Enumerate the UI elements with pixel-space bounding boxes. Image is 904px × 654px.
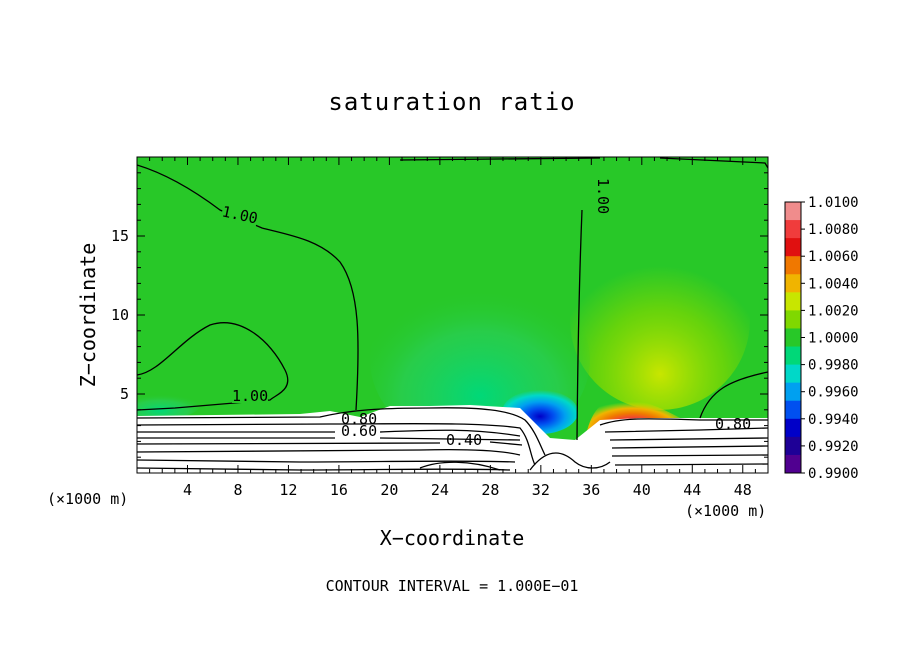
colorbar-label-6: 0.9980 — [808, 358, 859, 374]
x-tick-label-0: 4 — [183, 481, 192, 499]
x-tick-label-1: 8 — [233, 481, 242, 499]
x-tick-label-3: 16 — [330, 481, 348, 499]
contour-1-00-b — [137, 322, 289, 411]
colorbar-label-8: 0.9940 — [808, 412, 859, 428]
x-tick-label-6: 28 — [481, 481, 499, 499]
colorbar-swatch-12 — [785, 418, 801, 438]
contour-right — [699, 371, 768, 419]
x-unit-label-right: (×1000 m) — [685, 502, 767, 520]
colorbar-label-2: 1.0060 — [808, 249, 859, 265]
contour-label-5: 0.40 — [446, 431, 482, 449]
contour-0-20 — [137, 467, 511, 471]
colorbar-swatch-1 — [785, 220, 801, 239]
contour-valley — [529, 452, 611, 471]
colorbar-swatch-3 — [785, 256, 801, 275]
contour-0-90 — [137, 407, 546, 456]
contour-top — [399, 157, 768, 169]
x-unit-label-left: (×1000 m) — [47, 490, 129, 508]
contour-lines — [137, 157, 768, 471]
contour-bottom-bump — [419, 461, 501, 471]
contour-label-4: 0.60 — [341, 422, 377, 440]
contour-0-30-right — [614, 463, 768, 466]
x-tick-label-7: 32 — [532, 481, 550, 499]
x-tick-label-8: 36 — [582, 481, 600, 499]
colorbar-label-1: 1.0080 — [808, 222, 859, 238]
x-axis: 4 8 12 16 20 24 28 32 36 40 44 48 — [136, 157, 769, 499]
colorbar-swatch-4 — [785, 274, 801, 293]
field-fill — [137, 157, 768, 473]
colorbar-swatch-11 — [785, 400, 801, 420]
x-tick-label-5: 24 — [431, 481, 449, 499]
colorbar-label-7: 0.9960 — [808, 385, 859, 401]
y-tick-label-0: 5 — [120, 385, 129, 403]
contour-0-70-right — [604, 427, 768, 433]
contour-0-80-left — [137, 423, 536, 466]
colorbar-label-9: 0.9920 — [808, 439, 859, 455]
x-tick-label-11: 48 — [734, 481, 752, 499]
x-tick-label-9: 40 — [633, 481, 651, 499]
contour-label-3: 0.80 — [341, 410, 377, 428]
contour-label-1: 1.00 — [232, 387, 268, 405]
x-tick-label-10: 44 — [683, 481, 701, 499]
contour-0-80-right — [599, 418, 768, 426]
colorbar-swatch-7 — [785, 328, 801, 348]
colorbar-swatch-5 — [785, 292, 801, 311]
contour-1-00-c — [576, 209, 583, 441]
contour-interval-note: CONTOUR INTERVAL = 1.000E−01 — [325, 577, 579, 595]
contour-0-30 — [137, 459, 516, 463]
colorbar-swatch-10 — [785, 382, 801, 402]
colorbar-swatch-6 — [785, 310, 801, 329]
x-axis-label: X−coordinate — [379, 526, 525, 550]
chart-title: saturation ratio — [328, 88, 576, 116]
contour-0-40 — [137, 449, 521, 456]
contour-0-60-right — [609, 437, 768, 441]
left-edge-moist — [137, 391, 200, 419]
contour-1-00-a — [137, 164, 359, 411]
colorbar-swatch-0 — [785, 202, 801, 221]
contour-0-50 — [137, 441, 523, 446]
supersaturation-plume — [570, 230, 750, 410]
colorbar-label-3: 1.0040 — [808, 276, 859, 292]
colorbar-label-4: 1.0020 — [808, 303, 859, 319]
contour-labels: 1.00 1.00 1.00 0.80 0.60 0.40 0.80 — [220, 178, 751, 449]
y-tick-label-1: 10 — [111, 306, 129, 324]
x-tick-label-4: 20 — [380, 481, 398, 499]
colorbar-label-0: 1.0100 — [808, 195, 859, 211]
contour-0-70 — [137, 429, 521, 437]
contour-0-60 — [137, 437, 521, 441]
colorbar-label-10: 0.9900 — [808, 466, 859, 482]
contour-label-6: 0.80 — [715, 415, 751, 433]
y-tick-label-2: 15 — [111, 227, 129, 245]
y-axis: 5 10 15 — [111, 156, 768, 474]
colorbar: 1.0100 1.0080 1.0060 1.0040 1.0020 1.0000 0.99… — [784, 195, 859, 482]
contour-0-50-right — [611, 445, 768, 449]
colorbar-swatch-9 — [785, 364, 801, 384]
colorbar-swatch-8 — [785, 346, 801, 366]
x-tick-label-2: 12 — [279, 481, 297, 499]
contour-label-2: 1.00 — [594, 178, 612, 214]
colorbar-swatch-13 — [785, 436, 801, 456]
colorbar-swatch-14 — [785, 454, 801, 474]
contour-0-40-right — [611, 454, 768, 457]
colorbar-swatch-2 — [785, 238, 801, 257]
colorbar-label-5: 1.0000 — [808, 331, 859, 347]
